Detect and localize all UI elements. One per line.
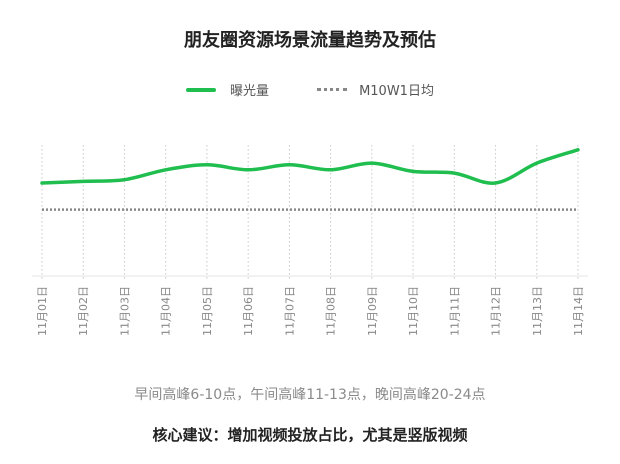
series-line-exposure <box>40 148 580 185</box>
legend-label-exposure: 曝光量 <box>230 84 270 99</box>
x-tick-label: 11月01日 <box>36 286 49 336</box>
x-tick-label: 11月07日 <box>283 286 296 336</box>
x-tick-label: 11月11日 <box>448 286 461 336</box>
legend-swatch-solid <box>186 87 217 92</box>
x-tick-label: 11月13日 <box>531 286 544 336</box>
core-advice: 核心建议：增加视频投放占比，尤其是竖版视频 <box>152 426 468 444</box>
x-tick-label: 11月14日 <box>572 286 585 336</box>
x-tick-label: 11月04日 <box>160 286 173 336</box>
x-tick-label: 11月12日 <box>490 286 503 336</box>
x-tick-label: 11月05日 <box>201 286 214 336</box>
chart-legend: 曝光量 M10W1日均 <box>0 80 620 99</box>
legend-item-baseline: M10W1日均 <box>317 80 434 99</box>
x-tick-label: 11月08日 <box>325 286 338 336</box>
x-tick-label: 11月10日 <box>407 286 420 336</box>
x-tick-label: 11月03日 <box>118 286 131 336</box>
x-tick-label: 11月09日 <box>366 286 379 336</box>
legend-label-baseline: M10W1日均 <box>359 84 434 99</box>
line-chart: 11月01日 11月02日 11月03日 11月04日 11月05日 11月06日 11月0… <box>32 145 588 336</box>
x-tick-label: 11月02日 <box>77 286 90 336</box>
x-tick-label: 11月06日 <box>242 286 255 336</box>
peak-hours-note: 早间高峰6-10点，午间高峰11-13点，晚间高峰20-24点 <box>134 387 486 403</box>
legend-swatch-dotted <box>317 88 348 91</box>
chart-title: 朋友圈资源场景流量趋势及预估 <box>184 30 436 51</box>
legend-item-exposure: 曝光量 <box>186 80 269 99</box>
